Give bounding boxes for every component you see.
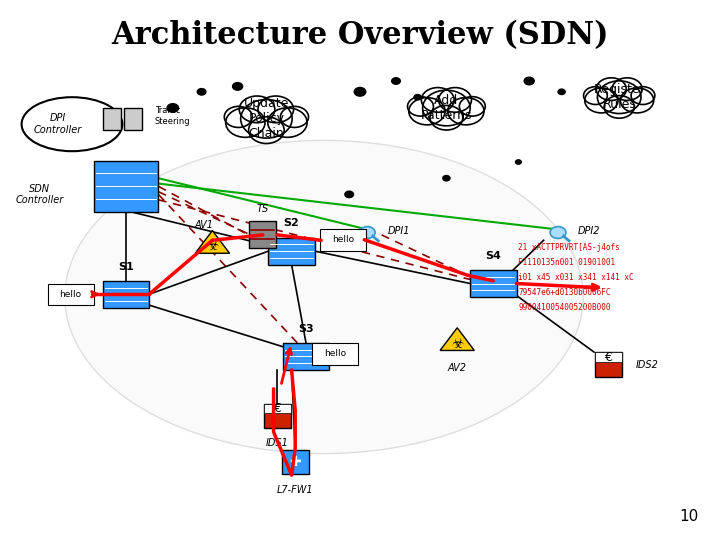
- Ellipse shape: [65, 140, 583, 454]
- Text: SDN
Controller: SDN Controller: [15, 184, 64, 205]
- Circle shape: [268, 108, 307, 137]
- Circle shape: [438, 87, 472, 112]
- FancyBboxPatch shape: [269, 238, 315, 265]
- Text: Architecture Overview (SDN): Architecture Overview (SDN): [112, 19, 608, 51]
- Circle shape: [598, 81, 641, 113]
- Text: DPI2: DPI2: [578, 226, 600, 236]
- FancyBboxPatch shape: [282, 449, 309, 474]
- Circle shape: [409, 98, 445, 125]
- Text: AV1: AV1: [194, 219, 213, 230]
- Circle shape: [423, 90, 470, 126]
- Polygon shape: [440, 328, 474, 350]
- Circle shape: [516, 160, 521, 164]
- Circle shape: [248, 117, 284, 144]
- FancyBboxPatch shape: [320, 229, 366, 251]
- FancyBboxPatch shape: [312, 343, 358, 364]
- Circle shape: [583, 86, 607, 105]
- Text: 21 xACTTPRVRT[AS-j4ofs: 21 xACTTPRVRT[AS-j4ofs: [518, 243, 620, 252]
- FancyBboxPatch shape: [595, 352, 622, 362]
- Text: €: €: [274, 402, 281, 415]
- Text: €: €: [605, 350, 612, 364]
- Text: ☣: ☣: [206, 239, 219, 253]
- FancyBboxPatch shape: [124, 108, 142, 130]
- Circle shape: [459, 97, 485, 116]
- Circle shape: [280, 106, 308, 127]
- Circle shape: [354, 87, 366, 96]
- FancyBboxPatch shape: [595, 353, 622, 377]
- Circle shape: [421, 87, 454, 112]
- Text: hello: hello: [324, 349, 346, 358]
- Text: TS: TS: [256, 204, 269, 214]
- Text: hello: hello: [60, 290, 81, 299]
- FancyBboxPatch shape: [102, 108, 121, 130]
- Circle shape: [240, 99, 292, 138]
- FancyBboxPatch shape: [102, 281, 150, 308]
- Circle shape: [197, 89, 206, 95]
- Ellipse shape: [22, 97, 122, 151]
- Text: i01 x45 x031 x341 x141 xC: i01 x45 x031 x341 x141 xC: [518, 273, 634, 282]
- Text: L7-FW1: L7-FW1: [277, 485, 313, 495]
- FancyBboxPatch shape: [282, 343, 329, 370]
- Text: S2: S2: [284, 218, 300, 228]
- Polygon shape: [195, 231, 230, 253]
- Circle shape: [621, 88, 654, 113]
- Circle shape: [430, 105, 463, 130]
- Circle shape: [448, 98, 484, 125]
- Text: S3: S3: [298, 323, 314, 334]
- Text: S1: S1: [118, 261, 134, 272]
- Circle shape: [524, 77, 534, 85]
- Circle shape: [239, 96, 275, 123]
- Text: DPI
Controller: DPI Controller: [33, 113, 82, 135]
- Circle shape: [408, 97, 433, 116]
- Circle shape: [612, 78, 642, 100]
- Circle shape: [225, 106, 253, 127]
- Circle shape: [359, 227, 375, 239]
- Circle shape: [167, 104, 179, 112]
- Circle shape: [604, 96, 634, 118]
- Circle shape: [225, 108, 265, 137]
- Text: Traffic
Steering: Traffic Steering: [155, 106, 190, 126]
- FancyBboxPatch shape: [94, 160, 158, 212]
- Circle shape: [631, 86, 655, 105]
- Text: S4: S4: [485, 251, 501, 261]
- Text: IDS2: IDS2: [636, 360, 659, 369]
- Circle shape: [443, 176, 450, 181]
- Text: DPI1: DPI1: [387, 226, 410, 236]
- Text: IDS1: IDS1: [266, 438, 289, 449]
- FancyBboxPatch shape: [470, 270, 517, 297]
- FancyBboxPatch shape: [48, 284, 94, 305]
- Text: F1110135n001 01901001: F1110135n001 01901001: [518, 258, 616, 267]
- Text: hello: hello: [332, 235, 354, 244]
- Text: Register
Rules: Register Rules: [593, 83, 645, 111]
- Circle shape: [596, 78, 626, 100]
- Text: AV2: AV2: [448, 363, 467, 373]
- FancyBboxPatch shape: [264, 404, 291, 414]
- Text: Add
Patterns: Add Patterns: [420, 94, 472, 122]
- Text: Update
Policy
Chain: Update Policy Chain: [243, 97, 289, 140]
- FancyBboxPatch shape: [264, 404, 291, 428]
- Text: 79547e6+d0130b0006FC: 79547e6+d0130b0006FC: [518, 288, 611, 298]
- Text: ☣: ☣: [451, 336, 464, 350]
- Text: 10: 10: [679, 509, 698, 524]
- Circle shape: [558, 89, 565, 94]
- Text: 9900410054005200B000: 9900410054005200B000: [518, 303, 611, 313]
- Circle shape: [414, 94, 421, 100]
- Circle shape: [392, 78, 400, 84]
- Circle shape: [258, 96, 294, 123]
- FancyBboxPatch shape: [249, 221, 276, 248]
- Text: ✚: ✚: [289, 455, 301, 469]
- Circle shape: [233, 83, 243, 90]
- Circle shape: [585, 88, 618, 113]
- Circle shape: [550, 227, 566, 239]
- Circle shape: [345, 191, 354, 198]
